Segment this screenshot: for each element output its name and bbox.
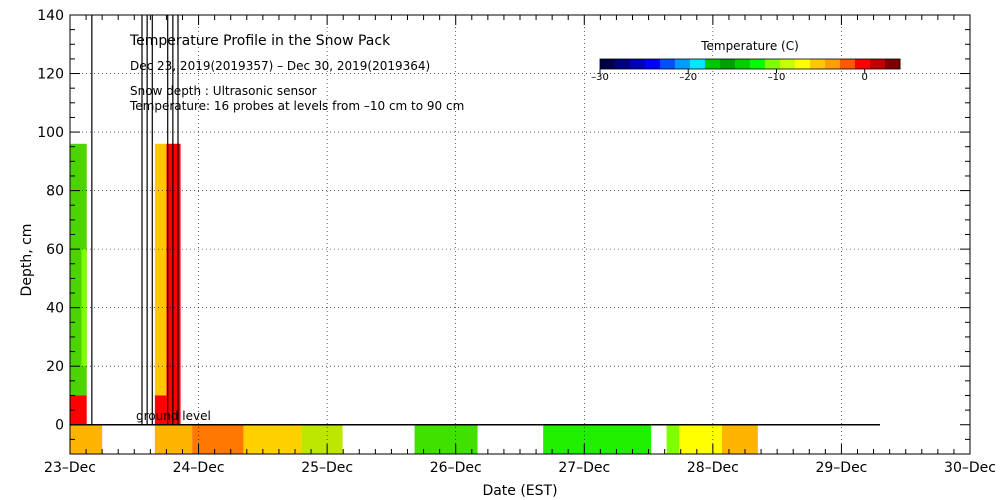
colorbar-swatch bbox=[885, 59, 901, 69]
colorbar-tick-label: –30 bbox=[591, 72, 609, 83]
tick-labels: 23–Dec 24–Dec 25–Dec 26–Dec 27–Dec 28–Dec 29–D… bbox=[37, 8, 996, 476]
ground-level-label: ground level bbox=[136, 409, 211, 423]
colorbar-swatch bbox=[780, 59, 796, 69]
colorbar-swatch bbox=[825, 59, 841, 69]
heatmap-cell bbox=[243, 424, 302, 454]
colorbar-swatch bbox=[810, 59, 826, 69]
y-tick-label: 120 bbox=[37, 67, 64, 83]
colorbar-title: Temperature (C) bbox=[700, 39, 799, 53]
note-snow-depth: Snow depth : Ultrasonic sensor bbox=[130, 84, 317, 98]
x-tick-label: 29–Dec bbox=[815, 460, 867, 476]
heatmap-cell bbox=[414, 424, 478, 454]
heatmap-cell bbox=[192, 424, 244, 454]
snow-depth-traces bbox=[91, 15, 179, 425]
x-tick-label: 25–Dec bbox=[301, 460, 353, 476]
colorbar-swatch bbox=[765, 59, 781, 69]
heatmap-cell bbox=[543, 424, 652, 454]
colorbar-swatch bbox=[690, 59, 706, 69]
heatmap-cell bbox=[721, 424, 758, 454]
colorbar: –30 –20 –10 0 bbox=[591, 58, 901, 83]
colorbar-frame bbox=[599, 58, 901, 70]
x-tick-label: 23–Dec bbox=[44, 460, 96, 476]
heatmap-cell bbox=[679, 424, 722, 454]
colorbar-swatch bbox=[630, 59, 646, 69]
colorbar-swatch bbox=[855, 59, 871, 69]
heatmap-cell bbox=[166, 143, 181, 396]
colorbar-swatch bbox=[660, 59, 676, 69]
colorbar-tick-label: 0 bbox=[862, 72, 868, 83]
colorbar-tick-label: –10 bbox=[768, 72, 786, 83]
y-tick-label: 80 bbox=[46, 184, 64, 200]
y-tick-label: 40 bbox=[46, 301, 64, 317]
colorbar-swatch bbox=[645, 59, 661, 69]
y-axis-label: Depth, cm bbox=[19, 224, 35, 297]
heatmap-cell bbox=[154, 424, 193, 454]
y-tick-label: 100 bbox=[37, 125, 64, 141]
colorbar-swatch bbox=[615, 59, 631, 69]
colorbar-swatch bbox=[840, 59, 856, 69]
heatmap-cell bbox=[154, 143, 167, 396]
colorbar-swatch bbox=[750, 59, 766, 69]
chart-subtitle: Dec 23, 2019(2019357) – Dec 30, 2019(201… bbox=[130, 59, 430, 73]
heatmap-cell bbox=[81, 249, 87, 367]
colorbar-swatch bbox=[600, 59, 616, 69]
x-tick-label: 26–Dec bbox=[430, 460, 482, 476]
chart-title: Temperature Profile in the Snow Pack bbox=[129, 33, 391, 49]
y-tick-label: 140 bbox=[37, 8, 64, 24]
heatmap-cells bbox=[70, 143, 758, 454]
axis-ticks bbox=[69, 14, 971, 455]
colorbar-swatch bbox=[720, 59, 736, 69]
colorbar-swatch bbox=[795, 59, 811, 69]
colorbar-swatch bbox=[870, 59, 886, 69]
y-tick-label: 20 bbox=[46, 359, 64, 375]
heatmap-cell bbox=[70, 395, 87, 425]
x-tick-label: 24–Dec bbox=[173, 460, 225, 476]
x-tick-label: 27–Dec bbox=[558, 460, 610, 476]
colorbar-tick-label: –20 bbox=[679, 72, 697, 83]
colorbar-swatch bbox=[735, 59, 751, 69]
heatmap-cell bbox=[301, 424, 343, 454]
x-tick-label: 28–Dec bbox=[687, 460, 739, 476]
colorbar-swatch bbox=[705, 59, 721, 69]
y-tick-label: 60 bbox=[46, 242, 64, 258]
y-tick-label: 0 bbox=[55, 418, 64, 434]
x-axis-label: Date (EST) bbox=[482, 483, 557, 499]
heatmap-cell bbox=[666, 424, 680, 454]
colorbar-swatch bbox=[675, 59, 691, 69]
note-temperature: Temperature: 16 probes at levels from –1… bbox=[129, 99, 464, 113]
x-tick-label: 30–Dec bbox=[944, 460, 996, 476]
